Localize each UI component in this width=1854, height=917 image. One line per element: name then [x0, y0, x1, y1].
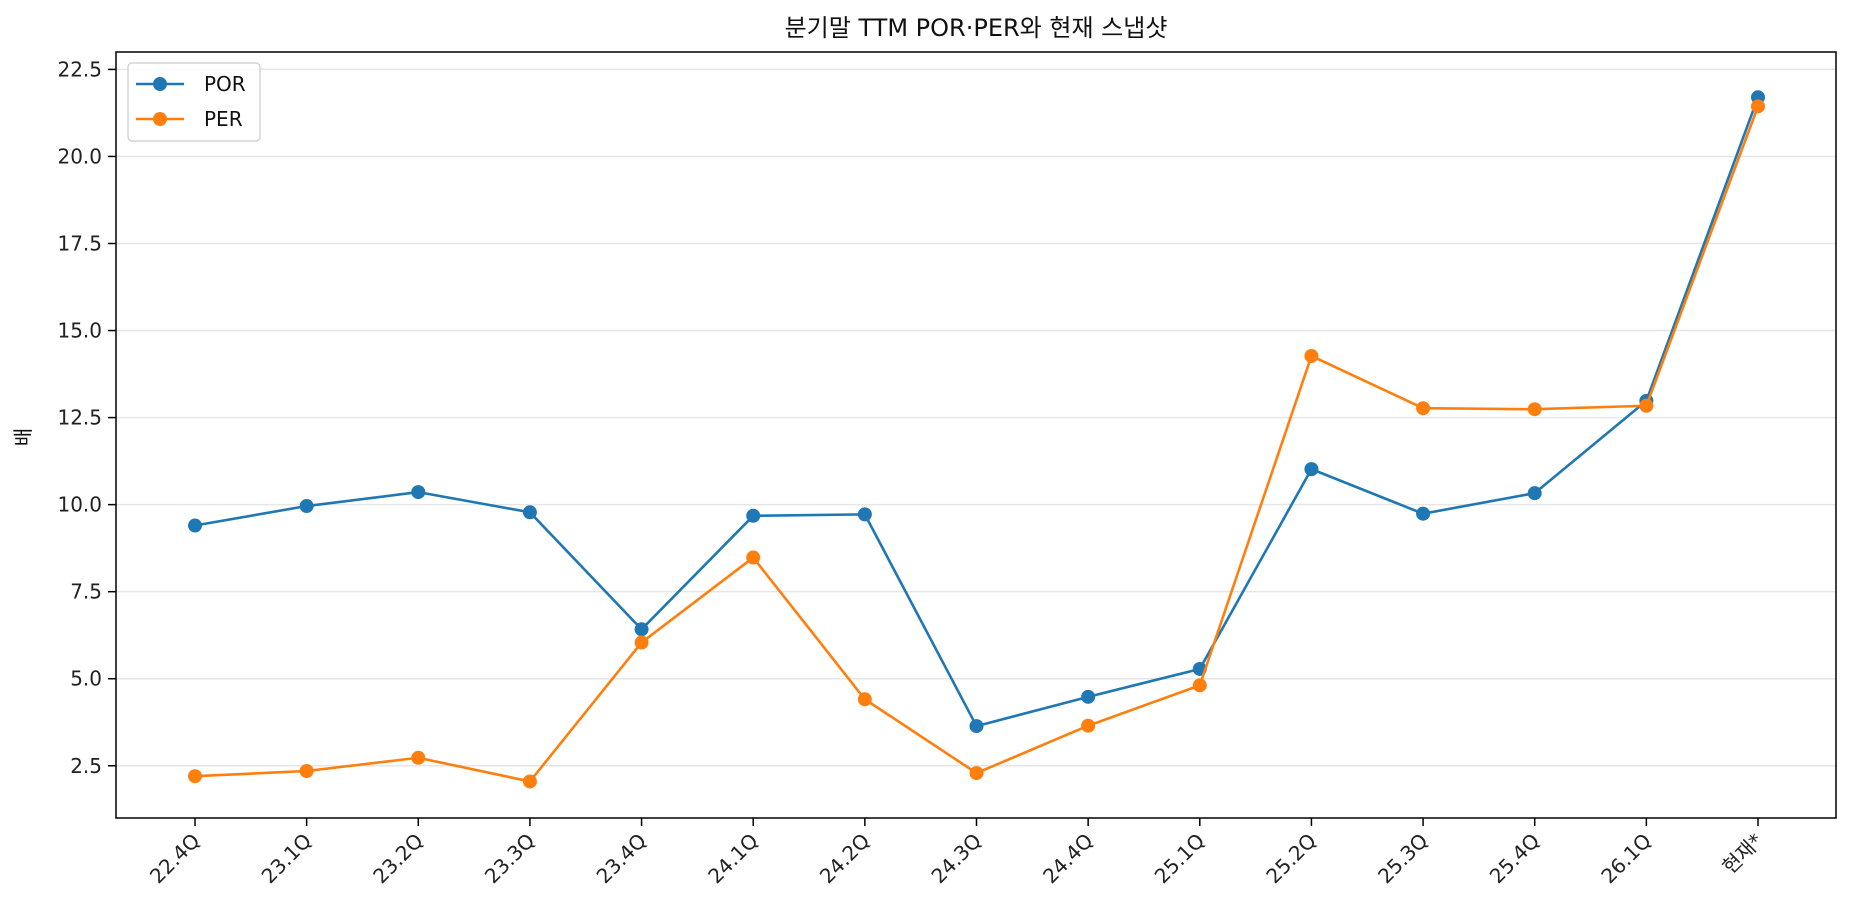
x-tick-label: 25.2Q — [1261, 829, 1321, 889]
data-point-por — [411, 485, 426, 500]
x-tick-label: 23.3Q — [480, 829, 540, 889]
x-tick-label: 25.4Q — [1485, 829, 1545, 889]
y-tick-label: 5.0 — [70, 667, 102, 691]
data-point-por — [1304, 462, 1319, 477]
x-tick-label: 23.1Q — [257, 829, 317, 889]
legend-marker-per — [153, 112, 167, 126]
data-point-per — [1081, 718, 1096, 733]
data-point-por — [299, 499, 314, 514]
data-point-per — [522, 774, 537, 789]
data-point-por — [1527, 486, 1542, 501]
data-point-per — [1751, 99, 1765, 114]
y-tick-label: 10.0 — [57, 493, 102, 517]
y-tick-label: 20.0 — [57, 144, 102, 168]
y-tick-label: 17.5 — [57, 232, 102, 256]
legend-marker-por — [153, 77, 167, 91]
x-tick-label: 23.2Q — [368, 829, 428, 889]
legend-label-per: PER — [204, 107, 243, 131]
data-point-per — [1639, 398, 1654, 413]
data-point-per — [188, 769, 202, 784]
legend-label-por: POR — [204, 72, 246, 96]
data-point-per — [969, 766, 984, 781]
x-tick-label: 24.3Q — [926, 829, 986, 889]
data-point-per — [299, 763, 314, 778]
series-line-por — [194, 96, 1760, 728]
x-tick-label: 현재* — [1717, 829, 1767, 879]
series-per — [188, 99, 1765, 789]
x-axis: 22.4Q 23.1Q 23.2Q 23.3Q 23.4Q 24.1Q 24.2Q 24.3Q… — [145, 818, 1768, 888]
data-point-per — [1527, 402, 1542, 417]
x-tick-label: 24.1Q — [703, 829, 763, 889]
y-axis-label: 배 — [11, 428, 35, 446]
data-point-per — [634, 635, 649, 650]
data-point-per — [1192, 678, 1207, 693]
data-point-per — [411, 750, 426, 765]
data-point-por — [634, 622, 649, 637]
y-tick-label: 7.5 — [70, 580, 102, 604]
series-layer — [188, 90, 1765, 789]
x-tick-label: 24.2Q — [815, 829, 875, 889]
y-tick-label: 12.5 — [57, 406, 102, 430]
x-tick-label: 23.4Q — [592, 829, 652, 889]
x-tick-label: 25.1Q — [1150, 829, 1210, 889]
series-line-per — [194, 105, 1760, 783]
data-point-por — [188, 518, 202, 533]
data-point-por — [969, 719, 984, 734]
data-point-por — [522, 505, 537, 520]
data-point-por — [857, 507, 872, 522]
x-tick-label: 22.4Q — [145, 829, 205, 889]
x-tick-label: 24.4Q — [1038, 829, 1098, 889]
x-tick-label: 26.1Q — [1596, 829, 1656, 889]
data-point-por — [1416, 506, 1431, 521]
series-por — [188, 90, 1765, 734]
data-point-per — [1416, 401, 1431, 416]
data-point-por — [1081, 689, 1096, 704]
x-tick-label: 25.3Q — [1373, 829, 1433, 889]
gridlines — [116, 68, 1836, 767]
data-point-por — [746, 508, 761, 523]
y-tick-label: 15.0 — [57, 319, 102, 343]
y-tick-label: 22.5 — [57, 57, 102, 81]
data-point-per — [1304, 348, 1319, 363]
legend: POR PER — [127, 62, 261, 142]
chart-title: 분기말 TTM POR·PER와 현재 스냅샷 — [785, 14, 1168, 42]
plot-frame — [115, 51, 1837, 819]
data-point-per — [857, 692, 872, 707]
data-point-per — [746, 550, 761, 565]
y-tick-label: 2.5 — [70, 754, 102, 778]
y-axis: 2.5 5.0 7.5 10.0 12.5 15.0 17.5 20.0 22.5 — [57, 57, 116, 778]
